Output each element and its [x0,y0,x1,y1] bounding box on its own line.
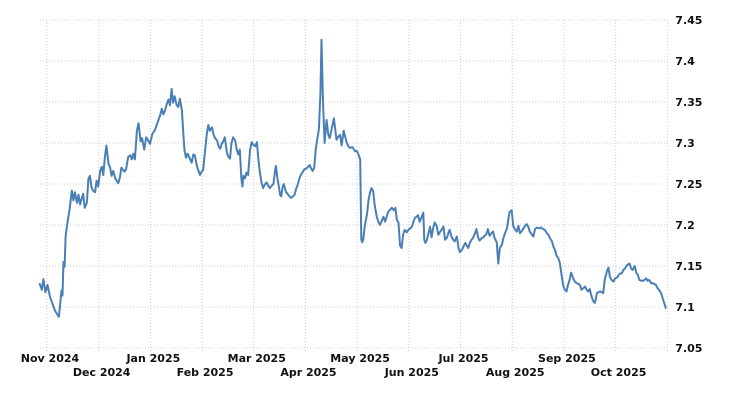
y-axis-tick-label: 7.3 [675,137,695,150]
y-axis-tick-label: 7.35 [675,96,702,109]
y-axis-tick-label: 7.45 [675,14,702,27]
y-axis-tick-label: 7.15 [675,260,702,273]
x-axis-month-label: Jul 2025 [437,352,488,365]
rate-line-series [38,38,667,318]
y-axis-tick-label: 7.4 [675,55,695,68]
x-axis-month-label: Nov 2024 [21,352,80,365]
x-axis-month-label: Dec 2024 [73,366,131,379]
x-axis-month-label: May 2025 [330,352,390,365]
x-axis-month-label: Oct 2025 [591,366,647,379]
x-axis-month-label: Apr 2025 [280,366,336,379]
x-axis-month-label: Mar 2025 [228,352,286,365]
y-axis-tick-label: 7.2 [675,219,695,232]
x-axis-month-label: Sep 2025 [538,352,596,365]
x-axis-month-label: Feb 2025 [177,366,234,379]
y-axis-tick-label: 7.1 [675,301,695,314]
y-axis-tick-label: 7.25 [675,178,702,191]
x-axis-month-label: Jun 2025 [384,366,439,379]
y-axis-tick-label: 7.05 [675,342,702,355]
x-axis-month-label: Aug 2025 [486,366,545,379]
x-axis-month-label: Jan 2025 [125,352,180,365]
